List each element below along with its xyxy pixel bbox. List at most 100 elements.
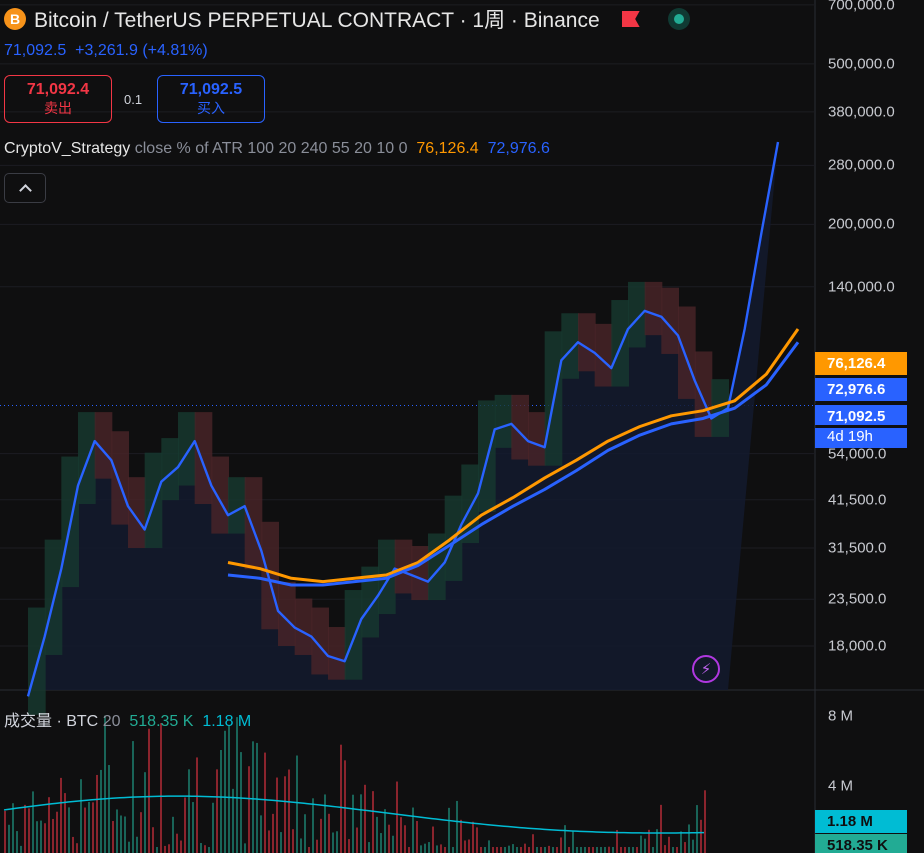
volume-bar [12,803,14,853]
volume-bar [32,791,34,853]
volume-bar [696,805,698,853]
volume-bar [284,776,286,853]
volume-bar [228,725,230,853]
series-line-2 [227,341,800,587]
volume-bar [208,847,210,853]
volume-bar [308,847,310,853]
volume-bar [624,847,626,853]
volume-bar [28,808,30,853]
market-status-icon[interactable] [667,8,690,30]
trend-band [344,590,363,680]
volume-bar [456,800,458,853]
volume-bar [548,845,550,853]
volume-bar [680,831,682,853]
volume-title: 成交量 · BTC [4,713,99,730]
volume-bar [544,847,546,853]
lightning-icon[interactable]: ⚡ [692,655,720,683]
volume-bar [620,847,622,853]
volume-bar [192,802,194,853]
volume-bar [68,807,70,853]
volume-bar [640,835,642,853]
volume-bar [232,788,234,853]
trend-band [78,412,96,504]
trend-band [678,306,696,399]
trend-band [594,323,613,387]
quote-line: 71,092.5 +3,261.9 (+4.81%) [4,42,208,60]
volume-bar [36,821,38,853]
countdown-label: 4d 19h [815,428,907,448]
volume-bar [560,837,562,853]
trend-band [411,546,429,601]
volume-bar [332,832,334,853]
volume-bar [100,769,102,853]
volume-bar [24,804,26,853]
trend-band [161,438,179,501]
volume-bar [256,742,258,853]
chevron-up-icon [18,184,32,197]
volume-bar [432,826,434,853]
volume-bar [60,777,62,853]
trend-band [194,412,213,504]
volume-bar [496,847,498,853]
volume-bar [72,836,74,853]
volume-bar [380,833,382,853]
volume-bar [148,728,150,853]
symbol-title[interactable]: Bitcoin / TetherUS PERPETUAL CONTRACT · … [34,9,600,32]
indicator-value-orange: 76,126.4 [416,140,479,157]
volume-bar [652,847,654,853]
volume-bar [428,842,430,853]
volume-bar [56,811,58,853]
price-change: +3,261.9 (+4.81%) [75,42,208,59]
volume-bar [328,813,330,853]
volume-bar [292,829,294,853]
trend-band [628,281,646,348]
volume-bar [168,844,170,853]
order-quantity[interactable]: 0.1 [124,92,143,107]
volume-bar [600,847,602,853]
volume-label: 518.35 K [815,834,907,853]
collapse-legend-button[interactable] [4,173,46,203]
volume-bar [664,845,666,853]
volume-bar [8,824,10,853]
volume-bar [176,833,178,853]
volume-bar [44,823,46,853]
volume-bar [368,842,370,853]
trend-band [694,351,713,437]
volume-bar [448,807,450,853]
volume-bar [276,777,278,853]
volume-bar [272,813,274,853]
volume-bar [644,838,646,853]
volume-bar [88,801,90,853]
volume-legend[interactable]: 成交量 · BTC 20 518.35 K 1.18 M [4,707,251,731]
indicator-name: CryptoV_Strategy [4,140,131,157]
volume-bar [312,798,314,853]
volume-bar [340,744,342,853]
volume-bar [488,840,490,853]
buy-price: 71,092.5 [179,81,243,98]
trend-band [711,379,729,437]
buy-button[interactable]: 71,092.5 买入 [157,75,265,123]
volume-bar [504,847,506,853]
trend-band [511,394,529,460]
volume-bar [628,847,630,853]
volume-value: 518.35 K [129,713,194,730]
sell-price: 71,092.4 [26,81,90,98]
price-area-fill [28,142,778,697]
price-axis-tick: 18,000.0 [828,637,887,655]
volume-bar [140,812,142,853]
volume-bar [684,842,686,853]
volume-bar [84,807,86,853]
volume-bar [500,847,502,853]
indicator-legend[interactable]: CryptoV_Strategy close % of ATR 100 20 2… [4,140,550,158]
volume-bar [592,847,594,853]
volume-bar [280,832,282,853]
volume-bar [160,723,162,853]
flag-icon[interactable] [621,11,640,27]
sell-button[interactable]: 71,092.4 卖出 [4,75,112,123]
trend-band [178,412,196,486]
volume-bar [260,815,262,853]
trend-band [311,607,329,675]
volume-bar [224,730,226,853]
volume-bar [588,847,590,853]
